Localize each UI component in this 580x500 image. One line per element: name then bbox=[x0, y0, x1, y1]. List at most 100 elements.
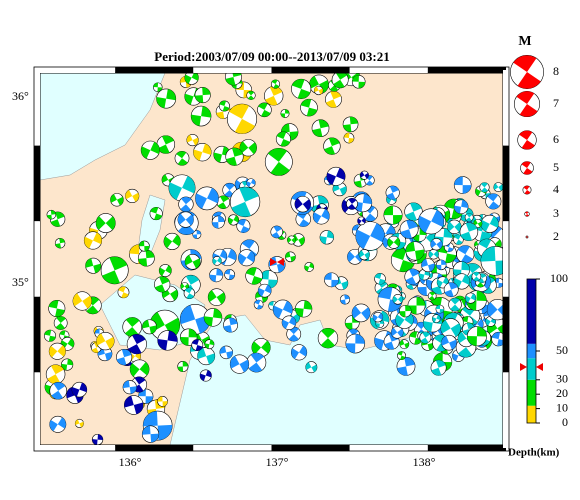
ball-quadrant bbox=[328, 137, 340, 147]
beachball bbox=[197, 347, 216, 366]
beachball bbox=[372, 311, 384, 323]
beachball bbox=[459, 222, 479, 242]
beachball bbox=[443, 282, 459, 298]
ball-quadrant bbox=[248, 91, 255, 96]
ball-quadrant bbox=[248, 142, 257, 155]
ball-quadrant bbox=[318, 80, 329, 93]
ball-quadrant bbox=[180, 336, 189, 346]
ball-quadrant bbox=[192, 137, 199, 146]
beachball bbox=[432, 314, 441, 323]
ball-quadrant bbox=[435, 305, 441, 310]
ball-quadrant bbox=[267, 148, 288, 162]
ball-quadrant bbox=[157, 396, 163, 402]
ball-quadrant bbox=[309, 75, 319, 89]
ball-quadrant bbox=[519, 104, 538, 117]
lat-label: 35° bbox=[12, 275, 29, 289]
legend-label: 5 bbox=[553, 160, 559, 174]
ball-quadrant bbox=[226, 350, 233, 359]
ball-quadrant bbox=[374, 273, 382, 279]
ball-quadrant bbox=[423, 321, 433, 332]
ball-quadrant bbox=[51, 390, 63, 400]
ball-quadrant bbox=[521, 140, 535, 150]
ball-quadrant bbox=[46, 214, 52, 220]
legend: 8 7 6 5 4 3 2 bbox=[510, 55, 559, 243]
beachball bbox=[387, 235, 401, 249]
ball-quadrant bbox=[295, 307, 304, 318]
ball-quadrant bbox=[352, 224, 359, 231]
ball-quadrant bbox=[157, 338, 168, 351]
beachball bbox=[313, 85, 324, 96]
ball-quadrant bbox=[317, 195, 329, 205]
ball-quadrant bbox=[498, 184, 503, 191]
ball-quadrant bbox=[94, 328, 100, 334]
ball-quadrant bbox=[479, 231, 492, 242]
beachball bbox=[377, 286, 403, 312]
ball-quadrant bbox=[217, 257, 222, 264]
ball-quadrant bbox=[447, 221, 455, 232]
beachball bbox=[199, 369, 212, 382]
ball-quadrant bbox=[180, 76, 186, 83]
beachball bbox=[355, 221, 385, 251]
ball-quadrant bbox=[254, 299, 261, 305]
ball-quadrant bbox=[219, 346, 227, 354]
beachball bbox=[122, 317, 143, 337]
ball-quadrant bbox=[216, 292, 226, 305]
beachball bbox=[140, 140, 160, 160]
ball-quadrant bbox=[109, 256, 128, 271]
ball-quadrant bbox=[404, 357, 415, 367]
ball-quadrant bbox=[48, 300, 59, 309]
ball-quadrant bbox=[474, 241, 479, 247]
beachball bbox=[219, 345, 233, 360]
ball-quadrant bbox=[330, 91, 341, 100]
ball-quadrant bbox=[138, 258, 148, 267]
beachball bbox=[485, 193, 502, 210]
lon-label: 137° bbox=[266, 455, 289, 469]
beachball bbox=[290, 344, 308, 361]
ball-quadrant bbox=[399, 311, 406, 317]
ball-quadrant bbox=[239, 359, 249, 373]
ball-quadrant bbox=[129, 244, 140, 255]
ball-quadrant bbox=[290, 255, 296, 262]
ball-quadrant bbox=[195, 345, 203, 351]
ball-quadrant bbox=[364, 172, 369, 179]
ball-quadrant bbox=[258, 102, 268, 110]
ball-quadrant bbox=[400, 355, 406, 360]
ball-quadrant bbox=[289, 131, 299, 141]
ball-quadrant bbox=[238, 253, 247, 265]
beachball bbox=[430, 359, 447, 376]
beachball bbox=[480, 214, 499, 233]
beachball bbox=[91, 433, 104, 445]
ball-quadrant bbox=[497, 339, 503, 346]
ball-quadrant bbox=[480, 182, 488, 188]
ball-quadrant bbox=[329, 85, 339, 92]
ball-quadrant bbox=[269, 86, 283, 96]
beachball bbox=[311, 119, 330, 138]
colorbar-label: 100 bbox=[550, 271, 568, 285]
ball-quadrant bbox=[372, 314, 378, 322]
ball-quadrant bbox=[282, 319, 289, 329]
beachball bbox=[466, 326, 487, 347]
ball-quadrant bbox=[57, 345, 66, 357]
beachball bbox=[399, 219, 419, 239]
ball-quadrant bbox=[234, 118, 255, 134]
beachball bbox=[194, 87, 211, 104]
beachball bbox=[224, 73, 242, 86]
ball-quadrant bbox=[150, 433, 159, 443]
ball-quadrant bbox=[476, 282, 484, 288]
beachball bbox=[323, 137, 341, 155]
ball-quadrant bbox=[229, 104, 250, 119]
ball-quadrant bbox=[312, 128, 323, 137]
beachball bbox=[226, 103, 258, 134]
beachball bbox=[253, 299, 264, 310]
ball-quadrant bbox=[429, 295, 435, 300]
beachball bbox=[491, 331, 503, 347]
ball-quadrant bbox=[441, 335, 450, 346]
beachball bbox=[229, 354, 250, 374]
ball-quadrant bbox=[461, 274, 470, 285]
beachball bbox=[280, 108, 290, 118]
ball-quadrant bbox=[309, 262, 314, 269]
colorbar-band bbox=[527, 358, 536, 380]
ball-quadrant bbox=[362, 193, 372, 205]
ball-quadrant bbox=[333, 79, 345, 88]
